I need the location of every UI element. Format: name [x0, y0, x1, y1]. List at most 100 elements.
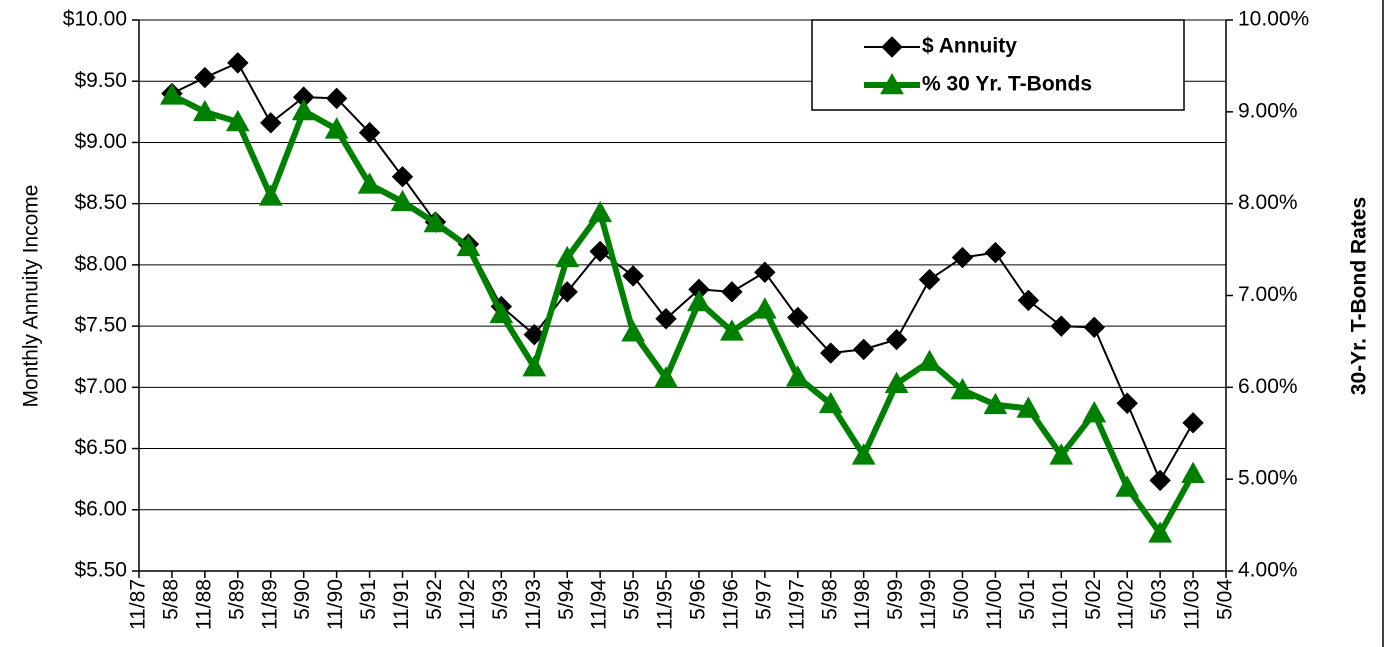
x-tick-label: 5/91 [357, 579, 380, 620]
triangle-marker [785, 365, 810, 387]
x-tick-label: 11/88 [192, 579, 215, 630]
x-tick-label: 5/93 [489, 579, 512, 620]
triangle-marker [160, 83, 184, 105]
x-tick-label: 11/97 [785, 579, 808, 630]
x-tick-label: 5/03 [1148, 579, 1171, 620]
x-tick-label: 5/98 [818, 579, 841, 620]
y-tick-label: $10.00 [63, 8, 127, 31]
x-tick-label: 11/93 [522, 579, 545, 630]
diamond-marker [260, 112, 282, 134]
diamond-marker [325, 87, 348, 110]
triangle-marker [390, 189, 415, 212]
diamond-marker [1017, 289, 1040, 312]
triangle-marker [884, 371, 909, 393]
x-tick-label: 5/01 [1016, 579, 1039, 620]
x-tick-label: 5/90 [291, 579, 314, 620]
x-tick-label: 11/90 [324, 579, 347, 630]
y2-tick-label: 4.00% [1238, 559, 1298, 582]
y2-tick-label: 10.00% [1238, 8, 1309, 31]
triangle-marker [456, 234, 481, 257]
diamond-marker [622, 265, 644, 287]
diamond-marker [227, 52, 249, 74]
triangle-marker [950, 378, 975, 400]
y2-tick-label: 9.00% [1238, 99, 1298, 122]
diamond-marker [1050, 315, 1073, 337]
x-tick-label: 11/99 [917, 579, 940, 630]
triangle-marker [720, 319, 744, 341]
diamond-marker [194, 66, 216, 89]
triangle-marker [588, 200, 613, 223]
legend-label: $ Annuity [922, 35, 1017, 58]
legend-label: % 30 Yr. T-Bonds [922, 73, 1092, 96]
legend-box [811, 19, 1185, 111]
series-line [170, 92, 1196, 537]
y-tick-label: $9.50 [74, 69, 127, 92]
diamond-marker [852, 338, 875, 361]
diamond-marker [523, 323, 545, 346]
x-tick-label: 11/98 [851, 579, 874, 630]
diamond-marker [984, 241, 1007, 264]
y2-tick-label: 6.00% [1238, 375, 1298, 398]
diamond-marker [1149, 469, 1171, 492]
x-tick-label: 5/97 [752, 579, 775, 620]
triangle-marker [1016, 396, 1041, 418]
y-tick-label: $5.50 [74, 559, 127, 582]
triangle-marker [193, 99, 217, 122]
diamond-marker [881, 36, 903, 58]
y-tick-label: $9.00 [74, 130, 127, 153]
x-tick-label: 11/00 [983, 579, 1006, 630]
triangle-marker [225, 109, 250, 132]
y-tick-label: $8.50 [74, 191, 127, 214]
x-tick-label: 11/03 [1181, 579, 1204, 630]
triangle-marker [324, 117, 349, 139]
triangle-marker [983, 392, 1008, 415]
y-tick-label: $6.50 [74, 436, 127, 459]
y-tick-label: $7.00 [74, 375, 127, 398]
diamond-marker [391, 166, 414, 188]
y-tick-label: $6.00 [74, 497, 127, 520]
triangle-marker [1115, 475, 1140, 497]
diamond-marker [1083, 316, 1105, 339]
series-line [171, 61, 1194, 482]
diamond-marker [820, 342, 842, 364]
triangle-marker [752, 297, 777, 319]
triangle-marker [851, 443, 876, 465]
y-tick-label: $7.50 [74, 314, 127, 337]
x-tick-label: 5/89 [225, 579, 248, 620]
x-tick-label: 11/87 [127, 579, 150, 630]
diamond-marker [754, 261, 776, 283]
x-tick-label: 11/96 [719, 579, 742, 630]
triangle-marker [880, 72, 904, 95]
diamond-marker [787, 306, 809, 329]
x-tick-label: 5/94 [555, 579, 578, 620]
triangle-marker [1148, 521, 1172, 543]
y2-tick-label: 8.00% [1238, 191, 1298, 214]
triangle-marker [555, 245, 580, 268]
x-tick-label: 5/04 [1214, 579, 1237, 620]
diamond-marker [1116, 392, 1138, 414]
triangle-marker [423, 210, 448, 233]
x-tick-label: 11/89 [258, 579, 281, 630]
x-tick-label: 5/02 [1082, 579, 1105, 620]
triangle-marker [291, 98, 316, 121]
triangle-marker [357, 172, 382, 194]
y-axis-label: Monthly Annuity Income [20, 185, 43, 408]
x-tick-label: 5/99 [884, 579, 907, 620]
x-tick-label: 11/94 [588, 579, 611, 630]
x-tick-label: 5/96 [687, 579, 710, 620]
triangle-marker [258, 184, 283, 206]
triangle-marker [489, 301, 514, 324]
x-tick-label: 11/92 [456, 579, 479, 630]
y-tick-label: $8.00 [74, 252, 127, 275]
triangle-marker [522, 355, 547, 377]
x-tick-label: 11/95 [654, 579, 677, 630]
triangle-marker [621, 320, 645, 342]
diamond-marker [1182, 412, 1204, 434]
triangle-marker [654, 366, 678, 388]
x-tick-label: 5/92 [423, 579, 446, 620]
triangle-marker [1049, 443, 1074, 465]
x-tick-label: 5/00 [950, 579, 973, 620]
triangle-marker [1181, 461, 1205, 483]
x-tick-label: 5/95 [621, 579, 644, 620]
y2-axis-label: 30-Yr. T-Bond Rates [1348, 197, 1371, 395]
